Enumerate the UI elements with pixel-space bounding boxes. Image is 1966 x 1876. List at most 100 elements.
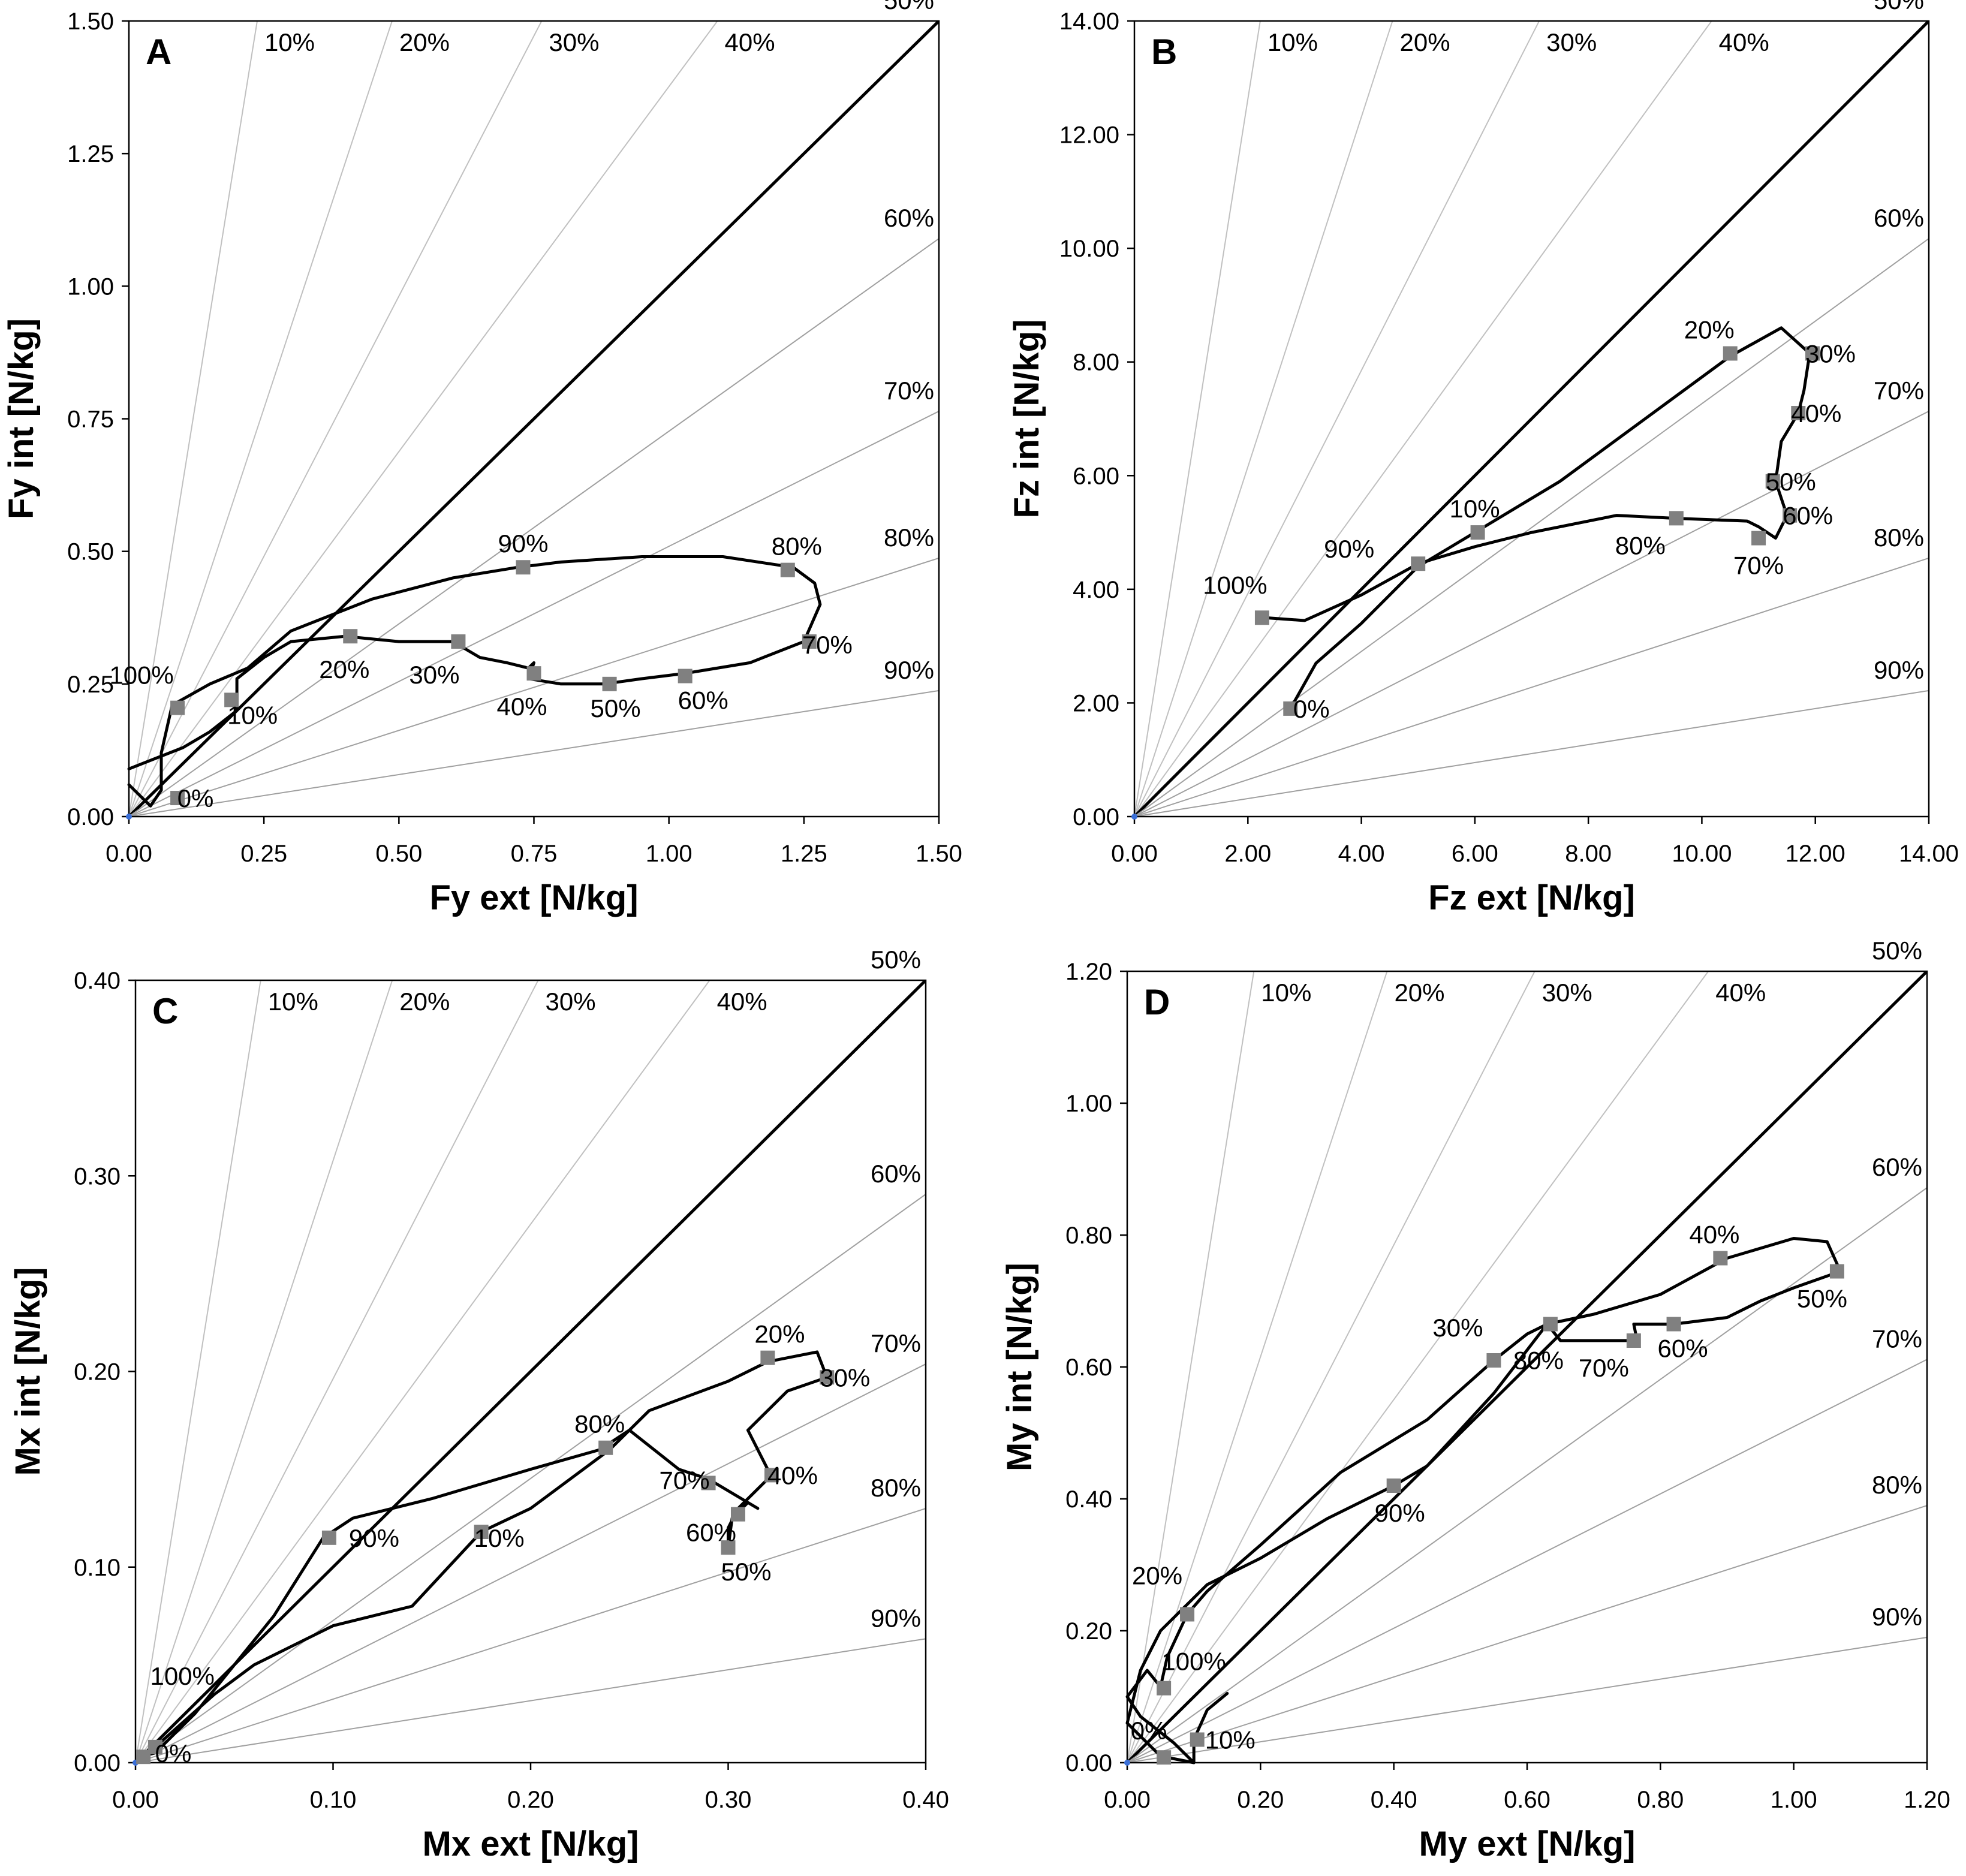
x-axis: 0.00 0.10 0.20 0.30 0.40	[112, 1763, 949, 1813]
data-curve	[1263, 326, 1811, 710]
ray-label: 60%	[1874, 204, 1924, 232]
y-tick-label: 0.50	[67, 539, 114, 565]
ray-label: 30%	[546, 987, 596, 1016]
data-point-marker	[451, 634, 466, 649]
ray-label: 60%	[884, 204, 934, 232]
data-point-label: 40%	[1791, 399, 1841, 427]
ray-label: 50%	[1874, 0, 1924, 14]
x-tick-label: 10.00	[1672, 841, 1732, 867]
y-tick-label: 0.75	[67, 406, 114, 433]
ray-line-70	[1127, 1359, 1927, 1763]
ray-label: 70%	[884, 377, 934, 405]
ray-line-60	[136, 1194, 926, 1763]
data-point-marker	[170, 700, 185, 715]
y-tick-label: 0.40	[74, 968, 121, 994]
x-tick-label: 0.80	[1637, 1787, 1684, 1813]
x-axis: 0.00 2.00 4.00 6.00 8.00 10.00 12.00 14.00	[1111, 817, 1959, 867]
x-tick-label: 1.00	[646, 841, 693, 867]
ray-line-50	[129, 21, 939, 817]
data-point-marker	[1751, 531, 1766, 546]
y-tick-label: 0.25	[67, 671, 114, 698]
data-point-marker	[474, 1525, 489, 1540]
y-axis: 0.00 2.00 4.00 6.00 8.00 10.00 12.00 14.00	[1059, 8, 1134, 830]
ray-line-70	[129, 410, 939, 817]
data-point-marker	[760, 1350, 775, 1365]
ray-label: 20%	[1394, 978, 1444, 1007]
data-point-label: 70%	[1733, 552, 1784, 580]
data-points: 0% 10% 20% 30% 40% 50% 60% 70% 80% 90% 100%	[136, 1320, 870, 1767]
ray-line-40	[129, 21, 718, 817]
data-point-marker	[721, 1540, 736, 1555]
data-point-label: 30%	[1432, 1314, 1483, 1342]
ray-labels: 10% 20% 30% 40% 50% 60% 70% 80% 90%	[1267, 0, 1924, 684]
data-curve	[1125, 1237, 1842, 1764]
data-point-marker	[1626, 1333, 1641, 1348]
x-tick-label: 0.00	[112, 1787, 159, 1813]
y-tick-label: 0.30	[74, 1163, 121, 1190]
data-point-label: 0%	[177, 784, 214, 812]
x-tick-label: 0.00	[106, 841, 152, 867]
data-point-label: 40%	[767, 1461, 818, 1489]
ray-label: 80%	[1874, 523, 1924, 552]
panel-a: 10% 20% 30% 40%50%60%70%80%90%0.00 0.25 0.50 0…	[2, 0, 962, 917]
ray-line-80	[1134, 557, 1929, 817]
ray-line-20	[136, 980, 393, 1763]
ray-label: 10%	[264, 28, 315, 56]
y-axis-title: Mx int [N/kg]	[8, 1267, 47, 1476]
ray-line-50	[1127, 971, 1927, 1763]
ray-label: 50%	[1872, 937, 1922, 965]
ray-label: 60%	[871, 1160, 921, 1188]
data-point-marker	[598, 1440, 613, 1455]
data-point-label: 30%	[409, 661, 459, 689]
data-point-label: 70%	[802, 631, 853, 659]
data-point-label: 50%	[1766, 468, 1816, 496]
ray-label: 50%	[884, 0, 934, 14]
ray-label: 40%	[1715, 978, 1766, 1007]
x-tick-label: 0.00	[1111, 841, 1158, 867]
panel-letter: D	[1144, 982, 1170, 1022]
panel-d: 10% 20% 30% 40%50%60%70%80%90%0.00 0.20 0.40 0…	[1000, 937, 1950, 1863]
ray-line-90	[1134, 689, 1929, 817]
y-tick-label: 0.00	[74, 1750, 121, 1776]
data-point-marker	[170, 791, 185, 806]
ray-line-80	[136, 1508, 926, 1763]
ray-label: 60%	[1872, 1153, 1922, 1181]
data-curve	[127, 555, 822, 808]
ray-label: 30%	[1546, 28, 1597, 56]
x-tick-label: 0.00	[1104, 1787, 1151, 1813]
ray-line-80	[1127, 1505, 1927, 1763]
y-axis: 0.00 0.25 0.50 0.75 1.00 1.25 1.50	[67, 8, 129, 830]
y-tick-label: 10.00	[1059, 236, 1119, 262]
data-point-label: 40%	[1689, 1221, 1739, 1249]
data-point-marker	[1157, 1681, 1172, 1696]
ray-lines	[1127, 971, 1927, 1763]
data-point-marker	[1723, 346, 1738, 361]
x-tick-label: 0.40	[902, 1787, 949, 1813]
x-tick-label: 6.00	[1452, 841, 1498, 867]
x-tick-label: 4.00	[1338, 841, 1385, 867]
ray-line-10	[136, 980, 261, 1763]
ray-line-40	[136, 980, 710, 1763]
data-point-label: 80%	[1513, 1347, 1564, 1375]
data-point-marker	[1666, 1317, 1681, 1332]
data-point-label: 10%	[1450, 495, 1500, 523]
ray-line-90	[136, 1638, 926, 1763]
data-point-marker	[136, 1749, 151, 1764]
origin-marker	[126, 814, 132, 820]
data-point-marker	[730, 1507, 745, 1522]
ray-label: 40%	[725, 28, 775, 56]
x-tick-label: 0.20	[1237, 1787, 1284, 1813]
x-tick-label: 0.60	[1504, 1787, 1550, 1813]
ray-line-40	[1127, 971, 1709, 1763]
data-point-marker	[1829, 1264, 1844, 1279]
y-tick-label: 0.40	[1065, 1486, 1112, 1513]
x-tick-label: 2.00	[1224, 841, 1271, 867]
y-tick-label: 2.00	[1073, 690, 1119, 716]
data-point-label: 90%	[349, 1524, 399, 1552]
data-point-marker	[1765, 474, 1780, 489]
y-axis: 0.00 0.20 0.40 0.60 0.80 1.00 1.20	[1065, 959, 1127, 1776]
ray-label: 40%	[717, 987, 767, 1016]
ray-label: 40%	[1719, 28, 1769, 56]
data-point-label: 20%	[1684, 315, 1735, 344]
